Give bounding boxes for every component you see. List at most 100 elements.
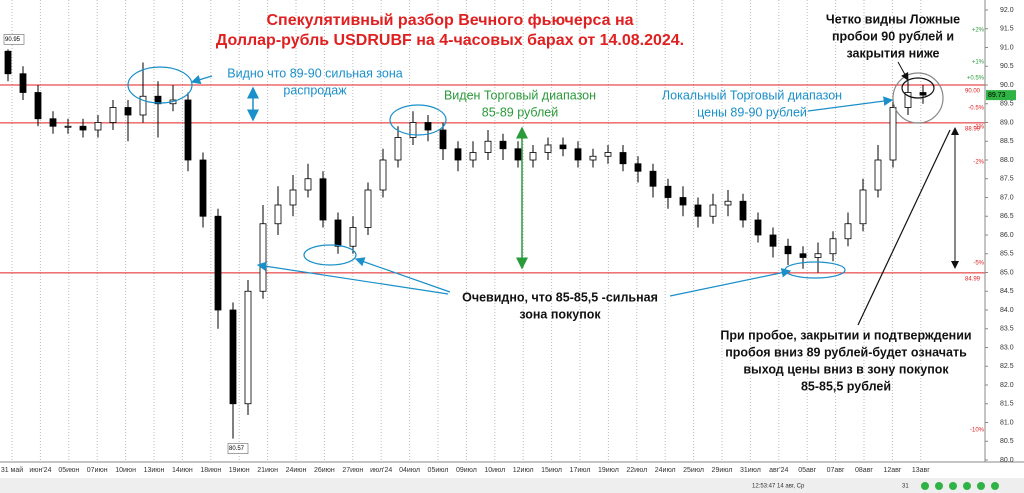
y-tick-label: 82.5 (1000, 363, 1014, 370)
annotation: 85-89 рублей (482, 105, 558, 119)
candle-body (259, 223, 267, 292)
x-tick-label: 19июн (229, 467, 250, 474)
y-tick-label: 89.5 (1000, 101, 1014, 108)
candle-body (529, 152, 537, 161)
ellipse (303, 244, 357, 266)
x-tick-label: 05июл (428, 467, 449, 474)
last-price-label: 89.73 (988, 92, 1006, 99)
arrow (807, 96, 894, 112)
candle-body (469, 152, 477, 161)
status-icon (935, 482, 943, 490)
candle-body (274, 204, 282, 225)
candle-body (364, 189, 372, 228)
candle-body (889, 107, 897, 161)
status-icon (991, 482, 999, 490)
x-tick-label: 19июл (598, 467, 619, 474)
status-bar (0, 478, 1024, 493)
x-tick-label: 08авг (855, 467, 873, 474)
candle-body (379, 159, 387, 191)
percent-label: -0.5% (968, 106, 984, 112)
y-tick-label: 85.0 (1000, 269, 1014, 276)
candle-body (649, 170, 657, 187)
percent-label: -2% (973, 160, 984, 166)
x-tick-label: 25июл (683, 467, 704, 474)
y-tick-label: 87.0 (1000, 194, 1014, 201)
candle-body (394, 137, 402, 161)
x-tick-label: 04июл (399, 467, 420, 474)
y-tick-label: 88.5 (1000, 138, 1014, 145)
chart-title: Доллар-рубль USDRUBF на 4-часовых барах … (216, 32, 684, 49)
candle-body (514, 148, 522, 161)
candle-body (334, 219, 342, 247)
x-tick-label: 29июл (712, 467, 733, 474)
candle-body (289, 189, 297, 206)
candle-body (124, 107, 132, 116)
candle-body (94, 122, 102, 131)
candle-body (34, 92, 42, 120)
x-tick-label: 14июн (172, 467, 193, 474)
arrow (190, 74, 213, 85)
candle-body (634, 163, 642, 172)
candle-body (829, 238, 837, 255)
status-icon (977, 482, 985, 490)
y-tick-label: 83.0 (1000, 344, 1014, 351)
candle-body (424, 122, 432, 131)
price-box (227, 443, 249, 454)
candle-body (214, 215, 222, 311)
candle-body (409, 122, 417, 138)
candle-body (694, 204, 702, 217)
x-tick-label: 05июн (58, 467, 79, 474)
percent-label: +0.5% (967, 76, 985, 82)
candle-body (4, 50, 12, 75)
percent-label: +2% (972, 28, 985, 34)
candle-body (664, 185, 672, 198)
y-tick-label: 81.0 (1000, 419, 1014, 426)
annotation: закрытия ниже (846, 46, 939, 60)
candle-body (844, 223, 852, 240)
y-tick-label: 87.5 (1000, 176, 1014, 183)
y-tick-label: 81.5 (1000, 401, 1014, 408)
annotation: пробои 90 рублей и (832, 29, 954, 43)
annotation: Локальный Торговый диапазон (662, 88, 842, 102)
candle-body (139, 95, 147, 116)
x-tick-label: 31июл (740, 467, 761, 474)
y-tick-label: 88.0 (1000, 157, 1014, 164)
candle-body (19, 73, 27, 93)
percent-label: -1% (973, 125, 984, 131)
level-label: 88.99 (965, 126, 981, 132)
x-tick-label: июл'24 (370, 467, 392, 474)
y-tick-label: 90.0 (1000, 82, 1014, 89)
candle-body (814, 253, 822, 258)
y-tick-label: 91.0 (1000, 44, 1014, 51)
y-tick-label: 86.0 (1000, 232, 1014, 239)
candle-body (349, 227, 357, 247)
annotation: Видно что 89-90 сильная зона (227, 66, 402, 80)
x-tick-label: 10июн (115, 467, 136, 474)
candle-body (739, 200, 747, 221)
x-tick-label: 15июл (541, 467, 562, 474)
candle-body (904, 92, 912, 108)
candle-body (874, 159, 882, 191)
candle-body (109, 107, 117, 123)
x-tick-label: 05авг (798, 467, 816, 474)
candle-body (784, 245, 792, 255)
candle-body (859, 189, 867, 225)
percent-label: -10% (970, 428, 985, 434)
candle-body (439, 129, 447, 150)
x-tick-label: 13июн (144, 467, 165, 474)
candle-body (64, 125, 72, 128)
status-icon (949, 482, 957, 490)
candle-body (709, 204, 717, 217)
percent-label: -5% (973, 261, 984, 267)
candle-body (769, 234, 777, 247)
x-tick-label: 21июн (257, 467, 278, 474)
grid (0, 0, 988, 462)
annotation: 85-85,5 рублей (801, 379, 891, 393)
x-tick-label: 10июл (484, 467, 505, 474)
level-label: 90.00 (965, 89, 981, 95)
y-tick-label: 84.0 (1000, 307, 1014, 314)
candle-body (589, 155, 597, 161)
y-tick-label: 82.0 (1000, 382, 1014, 389)
x-tick-label: 31 май (1, 466, 23, 474)
